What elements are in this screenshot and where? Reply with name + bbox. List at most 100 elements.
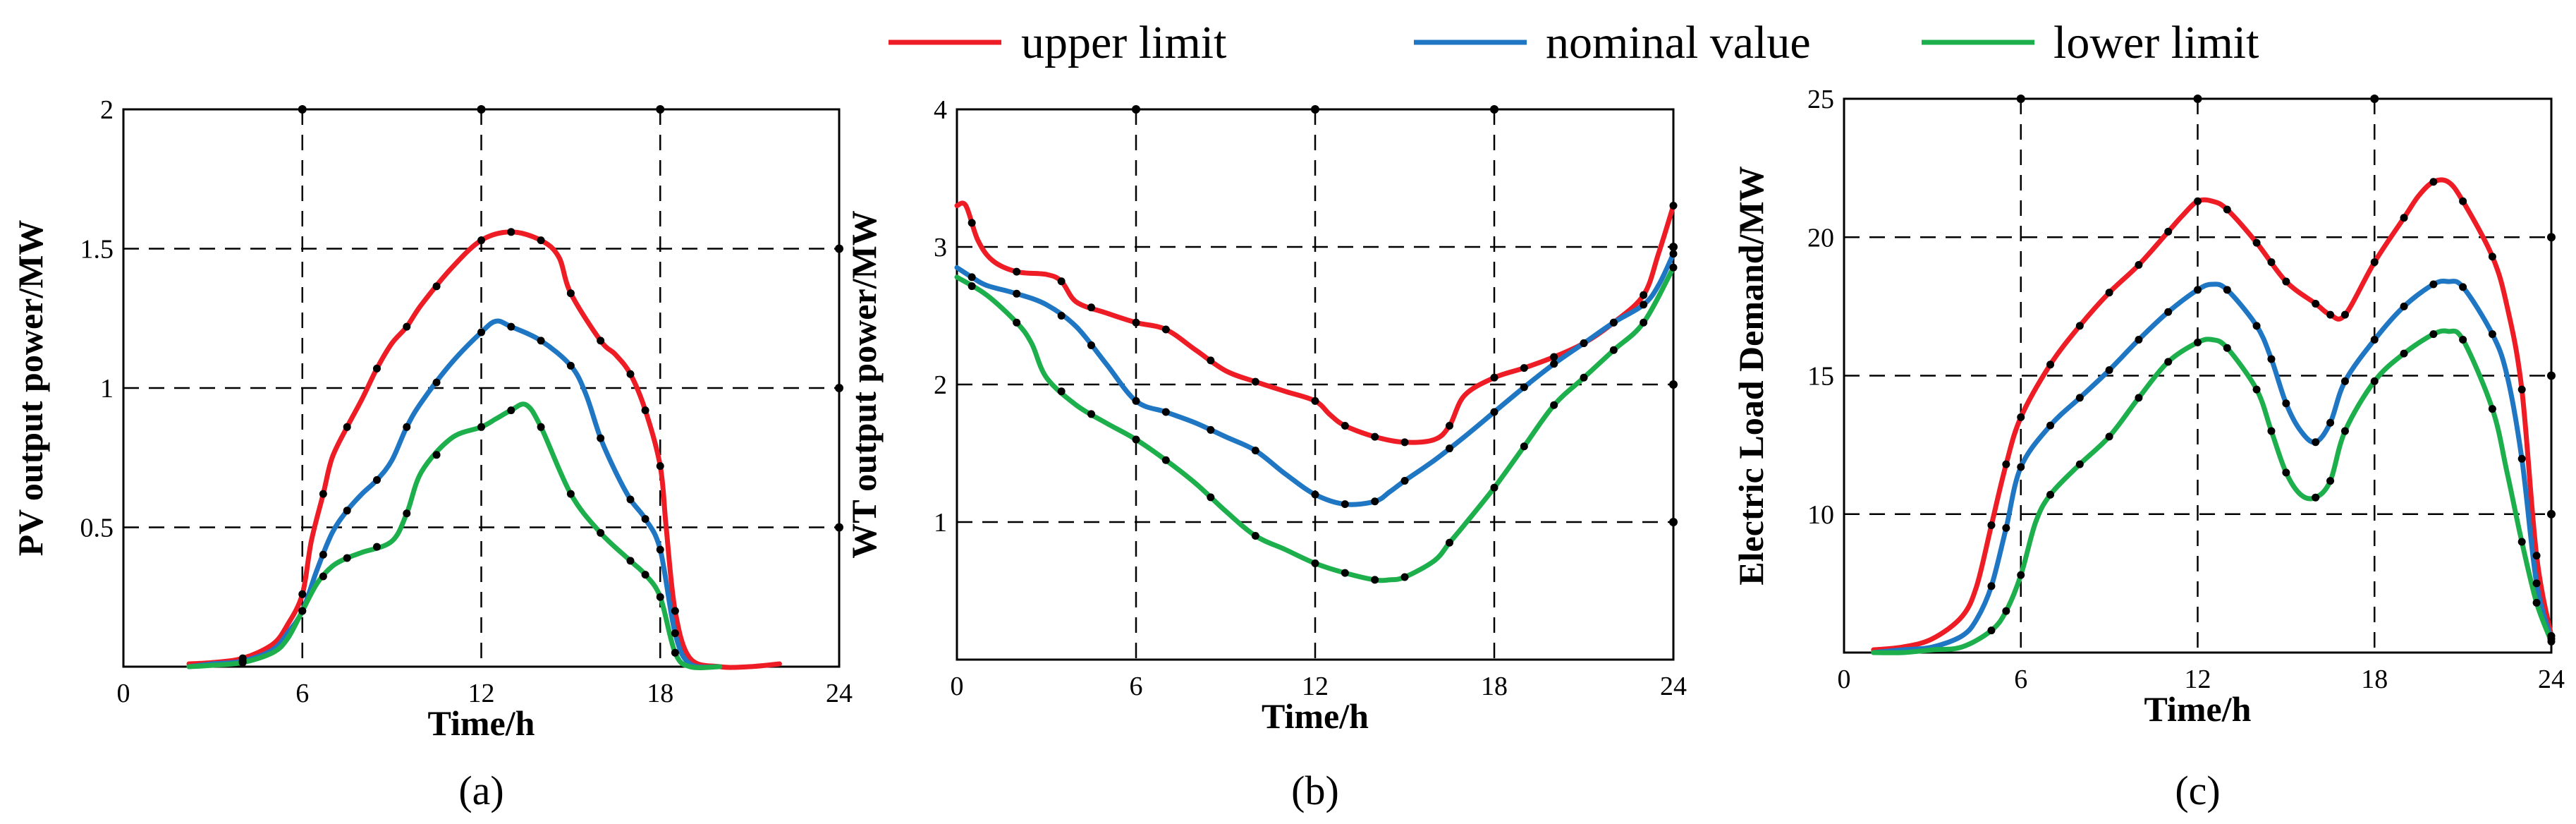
data-point-upper [2105,289,2113,297]
data-point-nominal [1520,383,1528,392]
data-point-upper [2488,253,2496,261]
data-point-nominal [1400,477,1409,485]
data-point-upper [2517,385,2526,394]
data-point-nominal [2223,286,2231,294]
grid-end-dot [1132,105,1140,114]
y-tick-label: 3 [934,233,947,262]
data-point-lower [1987,626,1996,635]
y-axis-label: PV output power/MW [11,220,50,557]
data-point-lower [2340,427,2349,435]
data-point-upper [507,228,515,236]
data-point-upper [656,462,664,471]
series-line-upper [186,229,782,670]
data-point-lower [537,423,545,431]
data-point-lower [2532,598,2541,607]
data-point-lower [319,572,327,581]
data-point-nominal [1132,396,1140,405]
data-point-upper [2194,197,2202,205]
data-point-nominal [2459,283,2467,291]
data-point-lower [432,451,441,459]
grid-end-dot [2193,95,2202,103]
legend-label-upper: upper limit [1021,17,1226,68]
data-point-lower [2105,432,2113,441]
data-point-nominal [2400,302,2408,310]
data-point-nominal [2370,335,2379,344]
data-point-lower [507,406,515,415]
data-point-nominal [2164,308,2173,316]
data-point-upper [372,364,381,372]
data-point-nominal [403,423,411,431]
data-point-upper [2429,178,2438,186]
data-point-lower [1446,538,1453,547]
data-point-nominal [537,337,545,345]
data-point-upper [432,282,441,291]
data-point-lower [2075,460,2084,468]
data-point-nominal [2252,322,2261,330]
data-point-upper [1371,432,1379,441]
legend-entry-nominal: nominal value [1414,17,1811,68]
data-point-upper [1446,422,1453,430]
data-point-upper [1132,318,1140,327]
data-point-nominal [2326,418,2335,427]
data-point-lower [2164,358,2173,366]
panel-label: (c) [2175,768,2220,813]
data-point-lower [1580,373,1588,382]
y-tick-label: 25 [1807,85,1834,114]
data-point-lower [2252,385,2261,394]
series-line-nominal [1871,278,2554,655]
data-point-lower [1640,318,1648,327]
data-point-upper [1013,267,1021,276]
data-point-nominal [432,378,441,387]
y-tick-label: 4 [934,95,947,125]
data-point-lower [967,282,976,291]
data-point-upper [319,490,327,498]
data-point-upper [2282,277,2290,286]
data-point-nominal [2046,421,2055,430]
data-point-upper [671,607,679,615]
legend-entry-lower: lower limit [1922,17,2259,68]
data-point-nominal [2105,366,2113,375]
data-point-nominal [2017,463,2025,471]
data-point-nominal [1161,408,1170,416]
data-point-lower [1609,346,1618,354]
y-tick-label: 1 [934,508,947,538]
data-point-upper [343,423,351,431]
data-point-lower [2223,344,2231,352]
data-point-lower [1311,559,1319,567]
x-tick-label: 24 [2538,665,2565,694]
data-point-nominal [1207,425,1215,434]
y-tick-label: 1.5 [80,235,114,265]
data-point-nominal [1341,500,1349,509]
data-point-nominal [1251,447,1259,455]
data-point-lower [2312,493,2320,502]
data-point-nominal [1311,490,1319,499]
data-point-lower [1161,456,1170,464]
data-point-nominal [372,475,381,484]
data-point-nominal [2517,454,2526,463]
data-point-nominal [2488,330,2496,339]
data-point-upper [2075,322,2084,330]
data-point-nominal [2429,280,2438,289]
data-point-upper [1400,438,1409,447]
data-point-nominal [2312,438,2320,447]
data-point-upper [967,219,976,227]
data-point-lower [343,554,351,562]
data-point-upper [1987,521,1996,529]
series-line-upper [1871,177,2554,653]
data-point-lower [2194,338,2202,346]
data-point-nominal [1087,341,1095,349]
data-point-upper [1311,396,1319,405]
data-point-lower [1550,401,1558,409]
x-tick-label: 12 [2185,665,2211,694]
data-point-nominal [967,273,976,281]
data-point-lower [2326,477,2335,485]
data-point-upper [1207,356,1215,365]
data-point-lower [1087,410,1095,418]
data-point-lower [2459,335,2467,344]
data-point-nominal [641,515,649,523]
data-point-nominal [2267,355,2276,363]
data-point-nominal [507,322,515,331]
grid-end-dot [2547,371,2556,380]
